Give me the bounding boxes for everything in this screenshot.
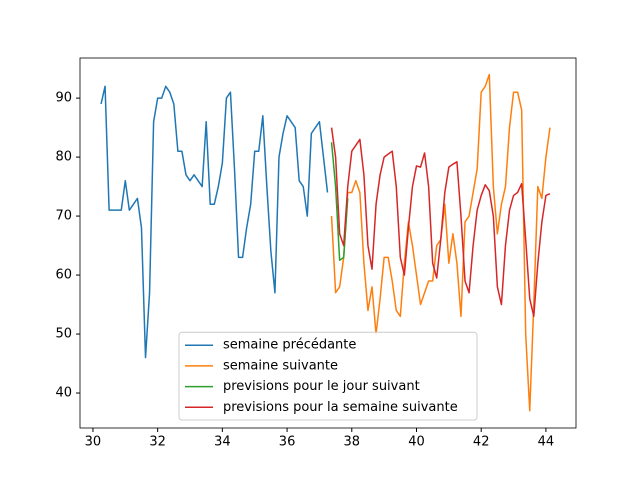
x-tick-label: 36 <box>279 435 296 450</box>
y-tick-label: 70 <box>55 209 72 224</box>
y-tick-label: 60 <box>55 268 72 283</box>
x-tick-label: 42 <box>473 435 490 450</box>
x-tick-label: 30 <box>85 435 102 450</box>
y-tick-label: 90 <box>55 91 72 106</box>
x-tick-label: 38 <box>344 435 361 450</box>
legend-box <box>178 331 478 421</box>
series-line <box>330 142 349 262</box>
y-tick-label: 40 <box>55 386 72 401</box>
x-tick-label: 40 <box>408 435 425 450</box>
legend-label: previsions pour le jour suivant <box>223 379 420 394</box>
x-tick-label: 32 <box>149 435 166 450</box>
y-tick-label: 50 <box>55 327 72 342</box>
series-line <box>100 85 329 359</box>
axes-frame <box>79 57 577 429</box>
y-tick-label: 80 <box>55 150 72 165</box>
legend-label: semaine suivante <box>223 358 338 373</box>
legend-label: semaine précédante <box>223 338 356 353</box>
x-tick-label: 44 <box>538 435 555 450</box>
series-line <box>330 127 551 318</box>
legend-label: previsions pour la semaine suivante <box>223 400 458 415</box>
x-tick-label: 34 <box>214 435 231 450</box>
